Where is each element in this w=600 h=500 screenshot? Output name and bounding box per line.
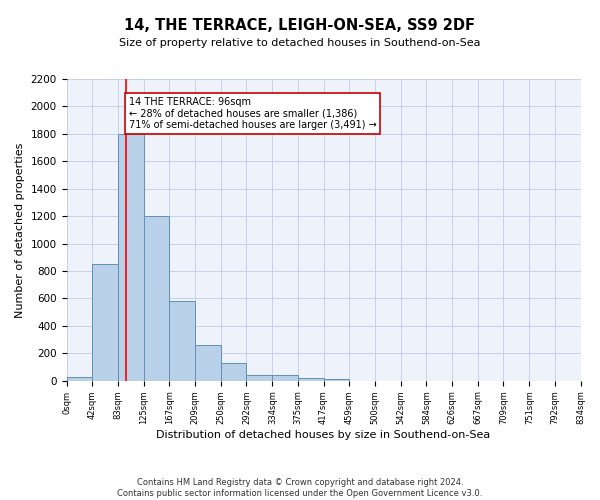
Text: 14, THE TERRACE, LEIGH-ON-SEA, SS9 2DF: 14, THE TERRACE, LEIGH-ON-SEA, SS9 2DF (125, 18, 476, 32)
Y-axis label: Number of detached properties: Number of detached properties (15, 142, 25, 318)
Bar (221, 363, 247, 380)
Bar (247, 374, 272, 380)
Bar (323, 378, 349, 380)
X-axis label: Distribution of detached houses by size in Southend-on-Sea: Distribution of detached houses by size … (157, 430, 491, 440)
Text: 14 THE TERRACE: 96sqm
← 28% of detached houses are smaller (1,386)
71% of semi-d: 14 THE TERRACE: 96sqm ← 28% of detached … (129, 97, 377, 130)
Text: Contains HM Land Registry data © Crown copyright and database right 2024.
Contai: Contains HM Land Registry data © Crown c… (118, 478, 482, 498)
Bar (196, 345, 221, 380)
Bar (92, 264, 118, 380)
Text: Size of property relative to detached houses in Southend-on-Sea: Size of property relative to detached ho… (119, 38, 481, 48)
Bar (298, 378, 323, 380)
Bar (118, 134, 143, 380)
Bar (67, 378, 92, 380)
Bar (272, 374, 298, 380)
Bar (169, 301, 196, 380)
Bar (143, 216, 169, 380)
